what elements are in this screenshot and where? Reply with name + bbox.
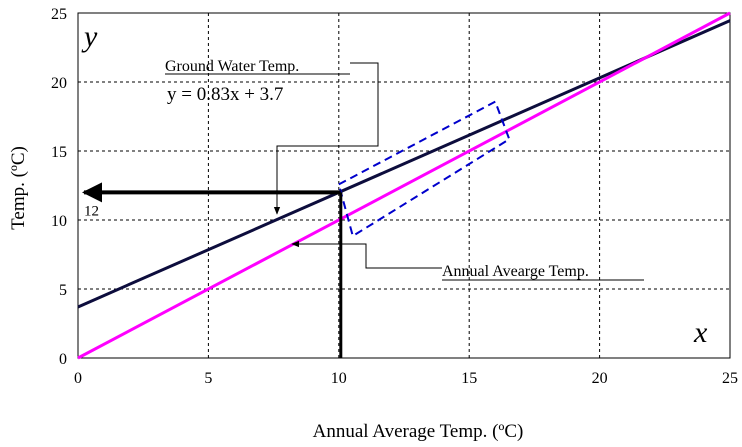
ground-water-label: Ground Water Temp.	[165, 58, 299, 75]
x-tick-label: 20	[592, 370, 608, 387]
series-line-ground-water	[77, 19, 731, 309]
tick-labels: 0 5 10 15 20 25 0 5 10 15 20 25	[51, 6, 738, 387]
annual-average-leader	[291, 240, 442, 269]
ground-water-leader	[273, 62, 379, 215]
ground-water-equation: y = 0.83x + 3.7	[167, 84, 283, 105]
x-tick-label: 0	[74, 370, 82, 387]
ground-water-callout: Ground Water Temp. y = 0.83x + 3.7	[165, 58, 379, 215]
readout-value-label: 12	[84, 203, 99, 219]
x-tick-label: 15	[461, 370, 477, 387]
y-tick-label: 25	[51, 6, 67, 23]
series-line-annual-average	[77, 11, 731, 360]
grid-lines	[78, 13, 730, 358]
x-tick-label: 10	[331, 370, 347, 387]
x-tick-label: 5	[204, 370, 212, 387]
annual-average-callout: Annual Avearge Temp.	[291, 240, 644, 281]
x-tick-label: 25	[722, 370, 738, 387]
plot-area-frame	[77, 12, 731, 359]
y-tick-label: 20	[51, 75, 67, 92]
annual-average-label: Annual Avearge Temp.	[442, 263, 589, 280]
x-axis-label: Annual Average Temp. (ºC)	[313, 421, 524, 442]
y-axis-label: Temp. (ºC)	[8, 146, 29, 230]
y-tick-label: 10	[51, 213, 67, 230]
highlight-box	[337, 100, 511, 238]
y-tick-label: 0	[59, 351, 67, 368]
x-corner-label: x	[693, 316, 708, 349]
y-tick-label: 15	[51, 144, 67, 161]
y-corner-label: y	[81, 20, 98, 53]
y-tick-label: 5	[59, 282, 67, 299]
